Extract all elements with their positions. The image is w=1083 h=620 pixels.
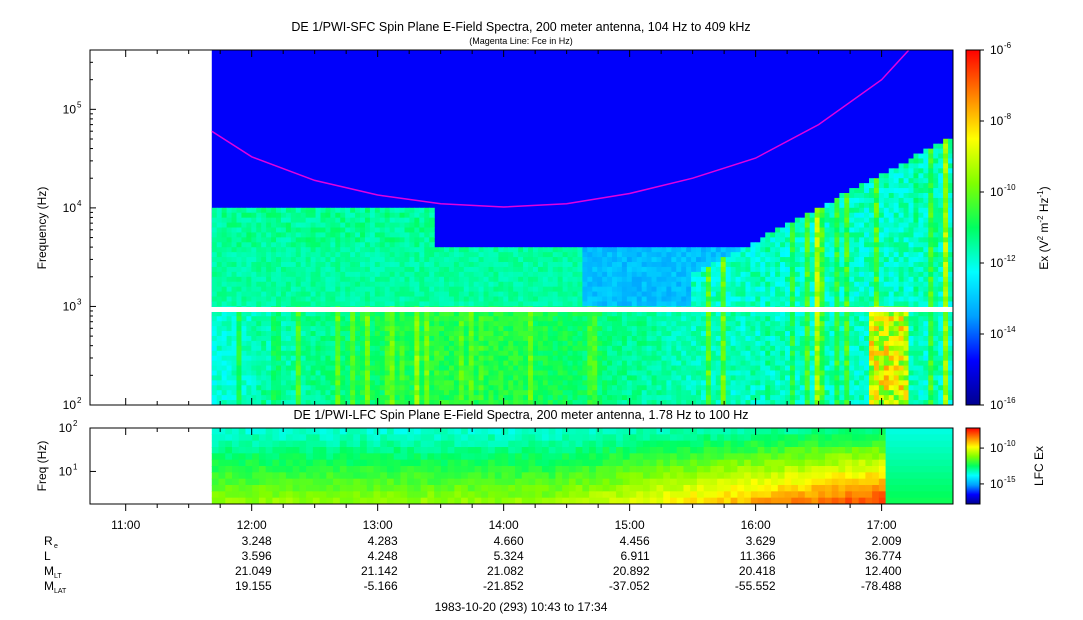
ephemeris-value: 21.142 bbox=[361, 564, 398, 578]
ephemeris-value: 4.248 bbox=[368, 549, 398, 563]
time-label: 16:00 bbox=[741, 518, 771, 532]
ephemeris-value: 19.155 bbox=[235, 579, 272, 593]
time-axis-labels: 11:00 12:00 13:00 14:00 15:00 16:00 17:00 bbox=[111, 518, 897, 532]
top-colorbar-tick-label: 10 bbox=[990, 43, 1004, 57]
bottom-plot-frame bbox=[89, 427, 954, 505]
bottom-colorbar-tick-exponent: -15 bbox=[1004, 475, 1016, 484]
ephemeris-value: -55.552 bbox=[735, 579, 776, 593]
bottom-colorbar-tick-exponent: -10 bbox=[1004, 439, 1016, 448]
footer-date-range: 1983-10-20 (293) 10:43 to 17:34 bbox=[435, 600, 608, 614]
top-y-tick-exponent: 2 bbox=[77, 396, 82, 405]
bottom-heatmap bbox=[211, 428, 953, 504]
top-heatmap bbox=[211, 50, 953, 405]
ephemeris-value: 36.774 bbox=[865, 549, 902, 563]
ephemeris-row-label: M bbox=[44, 579, 54, 593]
ephemeris-value: 6.911 bbox=[620, 549, 649, 563]
bottom-y-axis-label: Freq (Hz) bbox=[35, 441, 49, 492]
bottom-y-tick-exponent: 2 bbox=[73, 419, 78, 428]
ephemeris-value: -37.052 bbox=[609, 579, 650, 593]
ephemeris-row-label: M bbox=[44, 564, 54, 578]
top-colorbar-tick-exponent: -6 bbox=[1004, 41, 1012, 50]
ephemeris-value: 4.660 bbox=[494, 534, 524, 548]
time-label: 17:00 bbox=[867, 518, 897, 532]
bottom-chart-title: DE 1/PWI-LFC Spin Plane E-Field Spectra,… bbox=[293, 408, 748, 422]
time-label: 12:00 bbox=[237, 518, 267, 532]
ephemeris-value: 4.283 bbox=[368, 534, 398, 548]
ephemeris-value: -78.488 bbox=[861, 579, 902, 593]
top-x-ticks bbox=[125, 50, 883, 405]
top-colorbar-tick-exponent: -14 bbox=[1004, 325, 1016, 334]
bottom-colorbar-tick-label: 10 bbox=[990, 477, 1004, 491]
bottom-x-ticks bbox=[125, 428, 883, 511]
top-colorbar-label: Ex (V2 m-2 Hz-1) bbox=[1036, 186, 1051, 269]
top-colorbar-gradient bbox=[966, 50, 980, 405]
top-y-tick-exponent: 3 bbox=[77, 297, 82, 306]
top-colorbar-tick-exponent: -8 bbox=[1004, 112, 1012, 121]
ephemeris-value: -21.852 bbox=[483, 579, 524, 593]
top-y-tick-label: 10 bbox=[63, 398, 77, 412]
ephemeris-row-label-sub: e bbox=[54, 543, 58, 550]
top-colorbar-tick-exponent: -16 bbox=[1004, 396, 1016, 405]
ephemeris-value: 3.629 bbox=[746, 534, 776, 548]
bottom-colorbar-label: LFC Ex bbox=[1032, 446, 1046, 486]
time-label: 11:00 bbox=[111, 518, 140, 532]
time-label: 14:00 bbox=[489, 518, 519, 532]
top-colorbar-frame bbox=[965, 49, 981, 406]
ephemeris-row-label: R bbox=[44, 534, 53, 548]
top-colorbar-tick-label: 10 bbox=[990, 185, 1004, 199]
ephemeris-value: 20.892 bbox=[613, 564, 650, 578]
ephemeris-value: 3.248 bbox=[242, 534, 272, 548]
top-y-tick-exponent: 5 bbox=[77, 100, 82, 109]
top-chart-subtitle: (Magenta Line: Fce in Hz) bbox=[469, 36, 573, 46]
top-y-tick-label: 10 bbox=[63, 299, 77, 313]
ephemeris-value: 21.049 bbox=[235, 564, 272, 578]
top-y-axis-label: Frequency (Hz) bbox=[35, 187, 49, 270]
top-colorbar-tick-label: 10 bbox=[990, 398, 1004, 412]
bottom-colorbar-frame bbox=[965, 427, 981, 505]
bottom-colorbar-gradient bbox=[966, 428, 980, 504]
top-colorbar-tick-exponent: -12 bbox=[1004, 254, 1016, 263]
ephemeris-row-label: L bbox=[44, 549, 51, 563]
data-gap-band bbox=[210, 307, 953, 312]
ephemeris-value: 21.082 bbox=[487, 564, 524, 578]
ephemeris-value: 20.418 bbox=[739, 564, 776, 578]
ephemeris-value: 12.400 bbox=[865, 564, 902, 578]
ephemeris-value: -5.166 bbox=[364, 579, 398, 593]
bottom-y-tick-exponent: 1 bbox=[73, 462, 78, 471]
bottom-colorbar-tick-label: 10 bbox=[990, 441, 1004, 455]
top-chart-title: DE 1/PWI-SFC Spin Plane E-Field Spectra,… bbox=[291, 20, 750, 34]
time-label: 13:00 bbox=[363, 518, 393, 532]
top-y-tick-label: 10 bbox=[63, 201, 77, 215]
top-y-tick-exponent: 4 bbox=[77, 199, 82, 208]
top-y-tick-label: 10 bbox=[63, 102, 77, 116]
ephemeris-row-label-sub: LT bbox=[54, 573, 62, 580]
top-colorbar-tick-label: 10 bbox=[990, 256, 1004, 270]
ephemeris-value: 2.009 bbox=[872, 534, 902, 548]
ephemeris-value: 5.324 bbox=[494, 549, 524, 563]
top-plot-frame bbox=[89, 49, 954, 406]
bottom-y-tick-label: 10 bbox=[59, 421, 73, 435]
top-colorbar-tick-exponent: -10 bbox=[1004, 183, 1016, 192]
bottom-y-tick-label: 10 bbox=[59, 464, 73, 478]
fce-line bbox=[211, 50, 910, 208]
ephemeris-row-label-sub: LAT bbox=[54, 588, 67, 595]
time-label: 15:00 bbox=[615, 518, 645, 532]
ephemeris-value: 3.596 bbox=[242, 549, 272, 563]
top-colorbar-tick-label: 10 bbox=[990, 114, 1004, 128]
ephemeris-value: 11.366 bbox=[740, 549, 776, 563]
ephemeris-value: 4.456 bbox=[620, 534, 650, 548]
top-colorbar-tick-label: 10 bbox=[990, 327, 1004, 341]
